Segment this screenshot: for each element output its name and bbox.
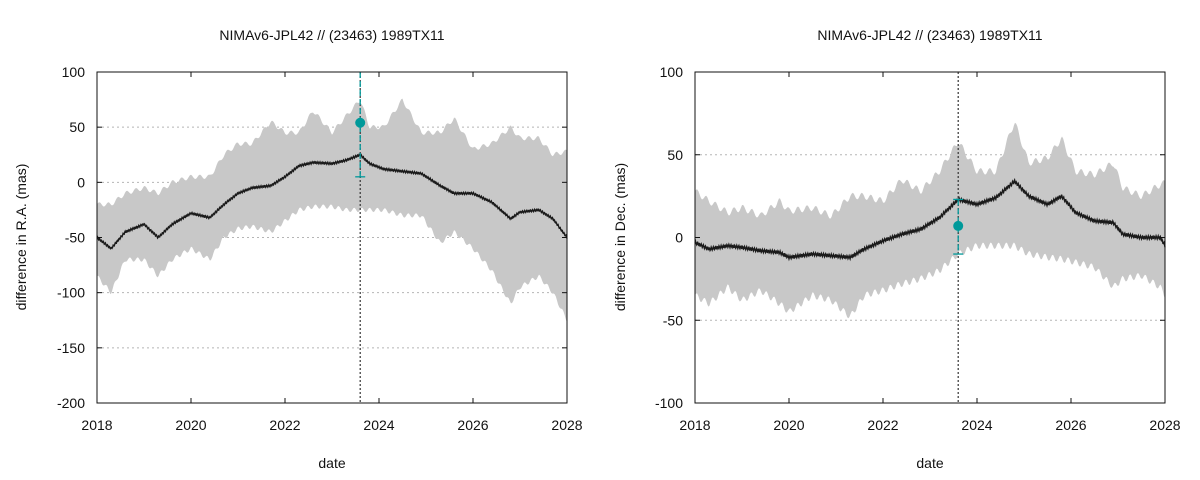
ra-x-tick-label: 2018 bbox=[81, 417, 112, 433]
ra-y-tick-label: 0 bbox=[77, 174, 85, 190]
dec-y-tick-label: 50 bbox=[667, 147, 683, 163]
ra-x-axis-label: date bbox=[318, 455, 345, 471]
dec-x-tick-label: 2020 bbox=[773, 417, 804, 433]
ra-x-tick-label: 2020 bbox=[175, 417, 206, 433]
ra-x-tick-label: 2024 bbox=[363, 417, 394, 433]
dec-x-tick-label: 2022 bbox=[867, 417, 898, 433]
ra-x-tick-label: 2022 bbox=[269, 417, 300, 433]
dec-chart-title: NIMAv6-JPL42 // (23463) 1989TX11 bbox=[817, 27, 1042, 43]
dec-chart-panel: NIMAv6-JPL42 // (23463) 1989TX11 2018 202… bbox=[612, 27, 1181, 471]
dec-x-axis-label: date bbox=[916, 455, 943, 471]
ra-y-tick-label: -50 bbox=[65, 230, 85, 246]
dec-y-tick-label: -50 bbox=[663, 312, 683, 328]
ra-y-tick-label: 100 bbox=[62, 64, 86, 80]
ra-y-tick-label: 50 bbox=[69, 119, 85, 135]
dec-y-tick-label: -100 bbox=[655, 395, 683, 411]
dec-x-tick-label: 2026 bbox=[1055, 417, 1086, 433]
dec-x-tick-label: 2024 bbox=[961, 417, 992, 433]
ra-chart-title: NIMAv6-JPL42 // (23463) 1989TX11 bbox=[219, 27, 444, 43]
dec-x-tick-label: 2018 bbox=[679, 417, 710, 433]
ra-difference-line bbox=[96, 153, 568, 250]
ra-uncertainty-band bbox=[97, 98, 567, 323]
dec-uncertainty-band bbox=[695, 122, 1165, 319]
ra-chart-panel: NIMAv6-JPL42 // (23463) 1989TX11 2018 202… bbox=[13, 27, 583, 471]
dec-x-tick-label: 2028 bbox=[1149, 417, 1180, 433]
dec-y-axis-label: difference in Dec. (mas) bbox=[612, 163, 628, 311]
ra-observation-point bbox=[355, 117, 366, 128]
ra-x-tick-label: 2026 bbox=[457, 417, 488, 433]
ra-y-tick-label: -100 bbox=[57, 285, 85, 301]
dec-y-tick-label: 0 bbox=[675, 230, 683, 246]
ra-y-tick-label: -150 bbox=[57, 340, 85, 356]
dec-observation-point bbox=[953, 220, 964, 231]
ra-y-axis-label: difference in R.A. (mas) bbox=[13, 164, 29, 311]
dec-y-tick-label: 100 bbox=[660, 64, 684, 80]
ra-y-tick-label: -200 bbox=[57, 395, 85, 411]
dec-difference-line bbox=[694, 177, 1166, 262]
ra-x-tick-label: 2028 bbox=[551, 417, 582, 433]
